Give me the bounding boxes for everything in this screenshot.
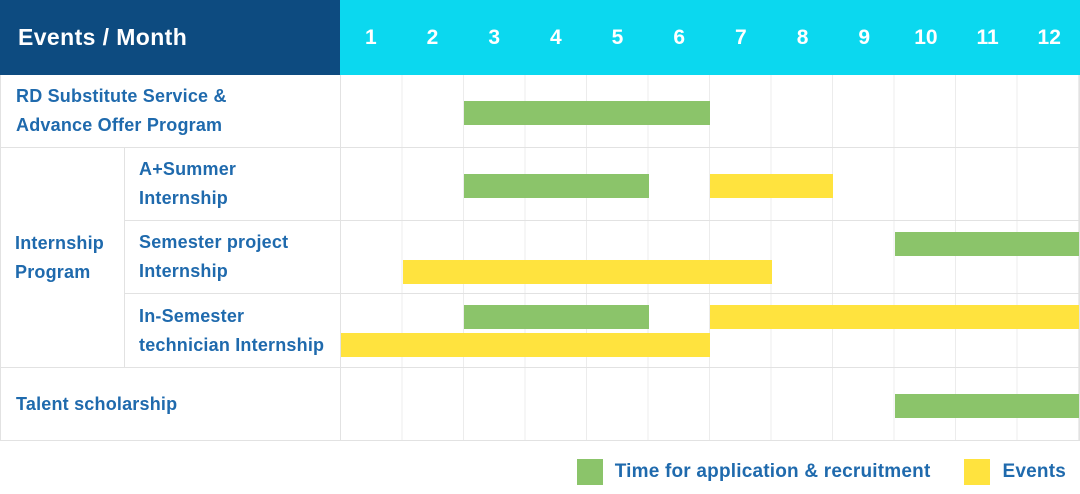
month-tick-1: 1 bbox=[364, 25, 377, 49]
legend-item-application: Time for application & recruitment bbox=[576, 459, 931, 485]
row-label-a-summer: A+Summer Internship bbox=[125, 148, 341, 220]
month-tick-9: 9 bbox=[858, 25, 871, 49]
gantt-body: RD Substitute Service & Advance Offer Pr… bbox=[0, 75, 1080, 441]
row-label-line: Talent scholarship bbox=[16, 393, 178, 414]
internship-sub-rows: A+Summer Internship Semester project Int… bbox=[125, 148, 1079, 367]
timeline-in-semester bbox=[341, 294, 1079, 367]
month-axis: 1 2 3 4 5 6 7 8 9 10 11 12 bbox=[340, 0, 1080, 75]
row-label-line: Internship bbox=[139, 188, 229, 208]
legend-item-events: Events bbox=[964, 459, 1066, 485]
timeline-semester-project bbox=[341, 221, 1079, 293]
row-label-line: Internship bbox=[139, 261, 229, 281]
legend-label-events: Events bbox=[1002, 461, 1066, 482]
month-tick-10: 10 bbox=[914, 25, 938, 49]
group-label-internship-program: Internship Program bbox=[1, 148, 125, 367]
application-recruitment-bar bbox=[894, 394, 1079, 418]
yellow-swatch-icon bbox=[964, 459, 991, 485]
header-title: Events / Month bbox=[18, 24, 188, 50]
month-tick-11: 11 bbox=[976, 25, 999, 49]
month-tick-5: 5 bbox=[611, 25, 624, 49]
legend: Time for application & recruitment Event… bbox=[576, 459, 1066, 485]
row-label-line: In-Semester bbox=[139, 305, 245, 326]
application-recruitment-bar bbox=[464, 174, 649, 198]
row-rd-substitute: RD Substitute Service & Advance Offer Pr… bbox=[1, 75, 1079, 148]
row-label-line: technician Internship bbox=[139, 334, 325, 355]
month-tick-7: 7 bbox=[735, 25, 747, 49]
events-bar bbox=[402, 260, 772, 284]
events-bar bbox=[710, 174, 833, 198]
row-label-line: Advance Offer Program bbox=[16, 115, 223, 135]
row-a-summer: A+Summer Internship bbox=[125, 148, 1079, 221]
group-label-line: Program bbox=[15, 261, 91, 282]
timeline-talent-scholarship bbox=[341, 368, 1079, 440]
month-tick-12: 12 bbox=[1037, 25, 1061, 49]
row-semester-project: Semester project Internship bbox=[125, 221, 1079, 294]
row-in-semester: In-Semester technician Internship bbox=[125, 294, 1079, 367]
month-tick-2: 2 bbox=[426, 25, 439, 49]
internship-program-group: Internship Program A+Summer Internship S… bbox=[1, 148, 1079, 368]
application-recruitment-bar bbox=[464, 305, 649, 329]
events-month-header-cell: Events / Month bbox=[0, 0, 340, 75]
timeline-rd-substitute bbox=[341, 75, 1079, 147]
month-tick-4: 4 bbox=[550, 25, 562, 49]
row-label-line: A+Summer bbox=[139, 159, 237, 179]
events-bar bbox=[710, 305, 1079, 329]
month-tick-6: 6 bbox=[673, 25, 686, 49]
table-header: Events / Month 1 2 3 4 5 6 7 8 9 10 11 12 bbox=[0, 0, 1080, 75]
month-tick-8: 8 bbox=[796, 25, 809, 49]
row-talent-scholarship: Talent scholarship bbox=[1, 368, 1079, 441]
application-recruitment-bar bbox=[894, 232, 1079, 256]
events-bar bbox=[341, 333, 710, 357]
application-recruitment-bar bbox=[464, 101, 710, 125]
row-label-line: Semester project bbox=[139, 232, 289, 252]
group-label-line: Internship bbox=[15, 232, 105, 253]
row-label-line: RD Substitute Service & bbox=[16, 86, 227, 106]
timeline-a-summer bbox=[341, 148, 1079, 220]
month-tick-3: 3 bbox=[488, 25, 501, 49]
green-swatch-icon bbox=[576, 459, 603, 485]
row-label-talent-scholarship: Talent scholarship bbox=[1, 368, 341, 440]
row-label-semester-project: Semester project Internship bbox=[125, 221, 341, 293]
row-label-in-semester: In-Semester technician Internship bbox=[125, 294, 341, 367]
legend-label-application: Time for application & recruitment bbox=[614, 461, 931, 482]
row-label-rd-substitute: RD Substitute Service & Advance Offer Pr… bbox=[1, 75, 341, 147]
